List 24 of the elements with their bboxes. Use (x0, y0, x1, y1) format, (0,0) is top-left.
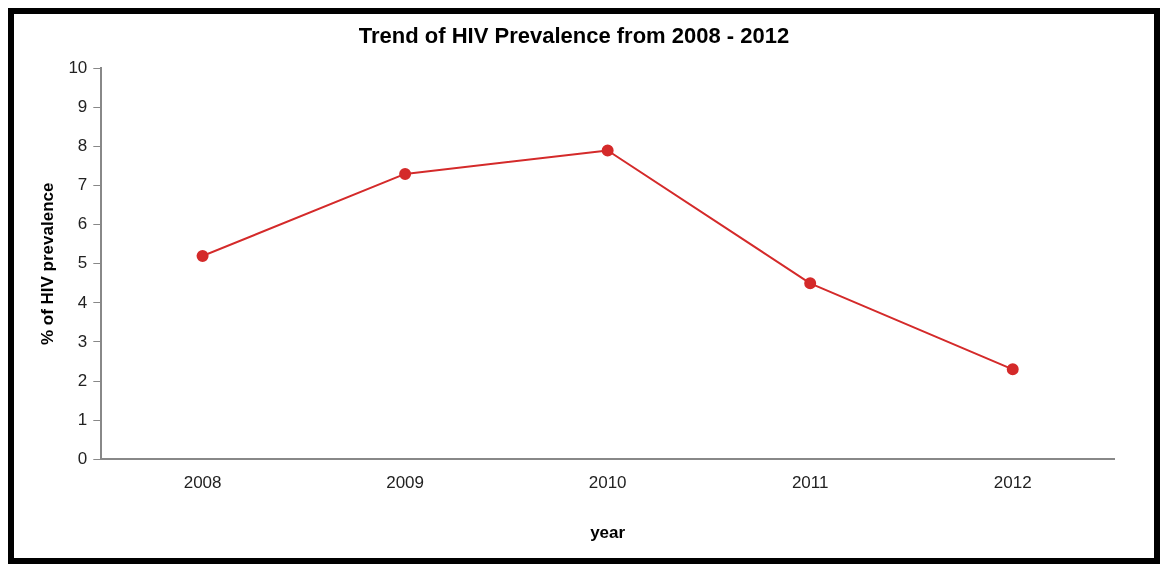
y-tick-label: 10 (68, 58, 88, 78)
point (804, 277, 817, 290)
point (196, 249, 209, 262)
y-tick-label: 3 (77, 331, 88, 351)
point (601, 144, 614, 157)
y-tick-label: 4 (77, 292, 88, 312)
y-axis-title: % of HIV prevalence (37, 182, 57, 346)
x-tick-label: 2010 (588, 473, 627, 493)
y-tick-label: 1 (77, 409, 88, 429)
x-tick-label: 2012 (993, 473, 1032, 493)
x-tick-label: 2009 (386, 473, 425, 493)
y-tick-label: 8 (77, 136, 88, 156)
y-tick-label: 9 (77, 97, 88, 117)
y-tick-label: 0 (77, 448, 88, 468)
y-tick-label: 6 (77, 214, 88, 234)
x-tick-label: 2011 (791, 473, 829, 493)
y-tick-label: 7 (77, 175, 88, 195)
point (399, 167, 412, 180)
y-tick-label: 5 (77, 253, 88, 273)
x-tick-label: 2008 (183, 473, 222, 493)
chart-title: Trend of HIV Prevalence from 2008 - 2012 (358, 23, 790, 49)
point (1006, 363, 1019, 376)
x-axis-title: year (590, 523, 626, 543)
y-tick-label: 2 (77, 370, 88, 390)
